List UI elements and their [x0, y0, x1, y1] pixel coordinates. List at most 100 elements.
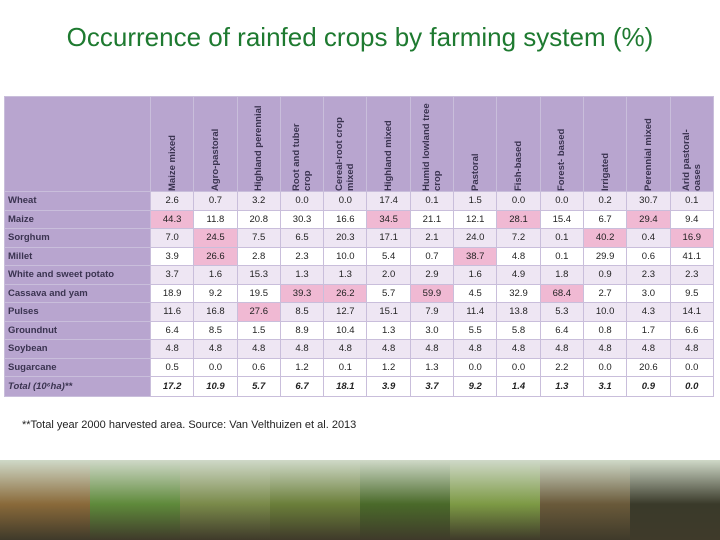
table-cell: 29.4 — [626, 209, 671, 229]
photo-tile — [270, 460, 360, 540]
table-cell: 39.3 — [279, 283, 325, 303]
table-cell: 1.6 — [453, 265, 498, 285]
column-header: Maize mixed — [149, 96, 195, 192]
table-cell: 1.3 — [279, 265, 325, 285]
photo-tile — [360, 460, 450, 540]
table-cell: 1.8 — [539, 265, 584, 285]
table-cell: 18.9 — [149, 283, 195, 303]
table-cell: 1.6 — [193, 265, 238, 285]
table-cell: 11.4 — [453, 302, 498, 322]
table-cell: 2.9 — [409, 265, 455, 285]
table-cell: 0.0 — [193, 357, 238, 377]
table-cell: 0.5 — [149, 357, 195, 377]
table-cell: 4.5 — [453, 283, 498, 303]
table-cell: 4.8 — [236, 339, 281, 359]
table-cell: 3.2 — [236, 191, 281, 211]
table-cell: 1.5 — [236, 320, 281, 340]
table-cell: 16.9 — [669, 228, 715, 248]
table-cell: 4.8 — [193, 339, 238, 359]
column-header-label: Irrigated — [599, 152, 611, 191]
table-cell: 2.3 — [669, 265, 715, 285]
table-cell: 4.8 — [149, 339, 195, 359]
photo-tile — [90, 460, 180, 540]
table-cell: 7.9 — [409, 302, 455, 322]
table-cell: 0.1 — [323, 357, 368, 377]
table-cell: 3.1 — [582, 376, 628, 397]
table-cell: 14.1 — [669, 302, 715, 322]
table-row: Sugarcane 0.5 0.0 0.6 1.2 0.1 1.2 1.3 0.0 0.0 2.2 0… — [4, 357, 715, 377]
table-cell: 9.4 — [669, 209, 715, 229]
table-cell: 5.8 — [496, 320, 541, 340]
table-cell: 13.8 — [496, 302, 541, 322]
table-cell: 20.3 — [323, 228, 368, 248]
row-label: Cassava and yam — [4, 283, 151, 303]
table-cell: 34.5 — [366, 209, 411, 229]
column-header-label: Arid pastoral-oases — [680, 129, 703, 191]
table-cell: 0.1 — [539, 228, 584, 248]
table-cell: 30.3 — [279, 209, 325, 229]
table-cell: 15.3 — [236, 265, 281, 285]
table-cell: 1.2 — [279, 357, 325, 377]
table-cell: 9.5 — [669, 283, 715, 303]
table-cell: 3.7 — [409, 376, 455, 397]
table-cell: 0.1 — [539, 246, 584, 266]
column-header: Cereal-root crop mixed — [323, 96, 368, 192]
row-label: Total (10⁶ha)** — [4, 376, 151, 397]
table-cell: 12.7 — [323, 302, 368, 322]
table-cell: 17.4 — [366, 191, 411, 211]
table-row: Maize 44.3 11.8 20.8 30.3 16.6 34.5 21.1 12.1 28.… — [4, 209, 715, 229]
column-header: Fish-based — [496, 96, 541, 192]
table-cell: 0.0 — [539, 191, 584, 211]
table-cell: 4.8 — [582, 339, 628, 359]
table-cell: 4.8 — [626, 339, 671, 359]
table-cell: 3.0 — [409, 320, 455, 340]
table-cell: 1.3 — [323, 265, 368, 285]
footnote: **Total year 2000 harvested area. Source… — [22, 419, 357, 431]
table-cell: 4.8 — [453, 339, 498, 359]
table-cell: 9.2 — [193, 283, 238, 303]
table-cell: 28.1 — [496, 209, 541, 229]
table-cell: 1.7 — [626, 320, 671, 340]
table-cell: 1.5 — [453, 191, 498, 211]
table-cell: 2.7 — [582, 283, 628, 303]
column-header: Root and tuber crop — [279, 96, 325, 192]
table-cell: 24.5 — [193, 228, 238, 248]
table-cell: 1.3 — [409, 357, 455, 377]
table-cell: 10.0 — [323, 246, 368, 266]
table-cell: 5.5 — [453, 320, 498, 340]
table-cell: 4.8 — [496, 339, 541, 359]
table-cell: 0.0 — [323, 191, 368, 211]
row-label: Millet — [4, 246, 151, 266]
table-cell: 38.7 — [453, 246, 498, 266]
table-cell: 6.7 — [279, 376, 325, 397]
column-header-label: Fish-based — [513, 140, 525, 191]
table-cell: 4.8 — [279, 339, 325, 359]
column-header: Humid lowland tree crop — [409, 96, 455, 192]
table-cell: 44.3 — [149, 209, 195, 229]
table-cell: 5.3 — [539, 302, 584, 322]
table-row: Pulses 11.6 16.8 27.6 8.5 12.7 15.1 7.9 11.4 13.8… — [4, 302, 715, 322]
table-row: Groundnut 6.4 8.5 1.5 8.9 10.4 1.3 3.0 5.5 5.8 6.4… — [4, 320, 715, 340]
table-cell: 3.7 — [149, 265, 195, 285]
column-header: Irrigated — [582, 96, 628, 192]
table-cell: 17.1 — [366, 228, 411, 248]
table-cell: 3.9 — [149, 246, 195, 266]
column-header-label: Forest- based — [556, 128, 568, 191]
table-cell: 0.1 — [409, 191, 455, 211]
table-cell: 4.3 — [626, 302, 671, 322]
row-label: Sorghum — [4, 228, 151, 248]
table-cell: 12.1 — [453, 209, 498, 229]
table-cell: 30.7 — [626, 191, 671, 211]
table-cell: 16.6 — [323, 209, 368, 229]
table-cell: 8.9 — [279, 320, 325, 340]
table-cell: 0.9 — [626, 376, 671, 397]
table-cell: 0.0 — [453, 357, 498, 377]
table-cell: 21.1 — [409, 209, 455, 229]
table-cell: 6.4 — [149, 320, 195, 340]
photo-tile — [180, 460, 270, 540]
row-label: White and sweet potato — [4, 265, 151, 285]
table-cell: 2.0 — [366, 265, 411, 285]
column-header-label: Maize mixed — [166, 135, 178, 191]
table-cell: 0.6 — [236, 357, 281, 377]
table-cell: 40.2 — [582, 228, 628, 248]
